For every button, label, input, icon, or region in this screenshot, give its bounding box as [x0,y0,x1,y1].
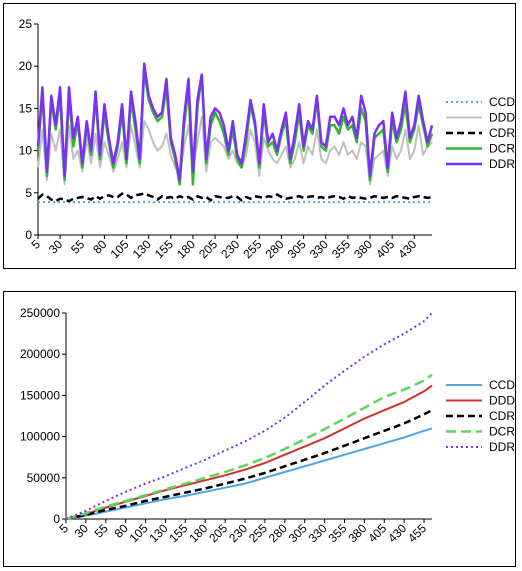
x-tick-label: 330 [306,521,330,545]
series-line-ddd [65,384,433,520]
series-line-cdr [37,192,433,203]
x-tick-label: 155 [152,237,176,261]
x-tick-label: 105 [108,237,132,261]
y-tick-label: 100000 [20,430,60,444]
x-tick-label: 305 [285,237,309,261]
x-tick-label: 5 [56,521,71,536]
x-tick-label: 380 [351,237,375,261]
legend-label-cdr: CDR [489,126,515,140]
x-tick-label: 130 [130,237,154,261]
y-tick-label: 250000 [20,306,60,320]
series-line-ddd [37,115,433,186]
x-tick-label: 255 [246,521,270,545]
legend-label-ddr: DDR [489,157,515,171]
legend-label-dcr: DCR [489,425,515,439]
x-tick-label: 80 [90,237,110,257]
cumulative-chart-panel: 0 50000 100000 150000 200000 250000 5 30 55 80 105… [3,291,516,567]
x-tick-label: 330 [307,237,331,261]
y-tick-label: 20 [19,59,33,73]
legend-label-dcr: DCR [489,142,515,156]
y-tick-label: 0 [25,228,32,242]
x-tick-label: 5 [28,237,43,252]
y-tick-label: 150000 [20,388,60,402]
x-tick-label: 105 [127,521,151,545]
x-tick-label: 30 [46,237,66,257]
x-tick-label: 280 [266,521,290,545]
x-tick-label: 230 [226,521,250,545]
x-tick-label: 455 [405,521,429,545]
legend-label-ccd: CCD [489,95,515,109]
y-tick-label: 0 [53,512,60,526]
y-tick-label: 200000 [20,347,60,361]
series-line-ccd [65,427,433,520]
x-tick-label: 55 [92,521,112,541]
legend-label-ccd: CCD [489,378,515,392]
series-line-dcr [65,373,433,521]
x-tick-label: 380 [345,521,369,545]
legend-label-ddr: DDR [489,440,515,454]
x-tick-label: 430 [385,521,409,545]
series-line-ddr [36,62,434,182]
legend-label-ddd: DDD [489,111,515,125]
x-tick-label: 30 [72,521,92,541]
x-tick-label: 405 [373,237,397,261]
x-tick-label: 205 [206,521,230,545]
x-tick-label: 255 [240,237,264,261]
x-tick-label: 355 [326,521,350,545]
legend-label-ddd: DDD [489,394,515,408]
y-tick-label: 15 [19,101,33,115]
x-tick-label: 180 [174,237,198,261]
x-tick-label: 405 [365,521,389,545]
x-tick-label: 230 [218,237,242,261]
x-tick-label: 305 [286,521,310,545]
daily-chart-panel: 0 5 10 15 20 25 5 30 55 80 105 130 155 180 205 230 255 28… [3,3,516,269]
x-tick-label: 355 [329,237,353,261]
x-tick-label: 280 [263,237,287,261]
legend-label-cdr: CDR [489,409,515,423]
x-tick-label: 155 [166,521,190,545]
y-tick-label: 50000 [27,471,61,485]
x-tick-label: 430 [395,237,419,261]
y-tick-label: 25 [19,17,33,31]
series-line-ddr [65,312,433,520]
y-tick-label: 5 [25,186,32,200]
x-tick-label: 180 [186,521,210,545]
x-tick-label: 130 [147,521,171,545]
series-line-cdr [65,409,433,521]
x-tick-label: 205 [196,237,220,261]
y-tick-label: 10 [19,144,33,158]
x-tick-label: 55 [68,237,88,257]
